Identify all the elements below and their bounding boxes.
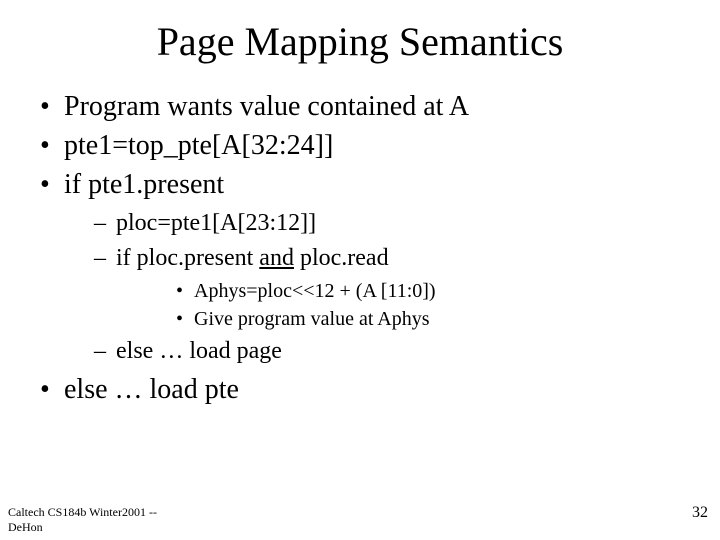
bullet-text-underline: and xyxy=(259,245,294,271)
slide: Page Mapping Semantics Program wants val… xyxy=(0,0,720,540)
bullet-l1: pte1=top_pte[A[32:24]] xyxy=(36,128,684,163)
bullet-l2: else … load page xyxy=(64,336,684,367)
bullet-text: if pte1.present xyxy=(64,169,224,200)
bullet-l3: Give program value at Aphys xyxy=(116,306,684,332)
bullet-l1: if pte1.present ploc=pte1[A[23:12]] if p… xyxy=(36,167,684,368)
bullet-l1: Program wants value contained at A xyxy=(36,89,684,124)
footer-line: Caltech CS184b Winter2001 -- xyxy=(8,505,157,519)
bullet-l2: ploc=pte1[A[23:12]] xyxy=(64,208,684,239)
bullet-l3: Aphys=ploc<<12 + (A [11:0]) xyxy=(116,278,684,304)
bullet-text: if ploc.present xyxy=(116,245,259,271)
bullet-sublist: ploc=pte1[A[23:12]] if ploc.present and … xyxy=(64,208,684,368)
footer-left: Caltech CS184b Winter2001 -- DeHon xyxy=(8,505,157,534)
slide-number: 32 xyxy=(692,504,708,522)
bullet-text: ploc.read xyxy=(294,245,389,271)
bullet-l2: if ploc.present and ploc.read Aphys=ploc… xyxy=(64,243,684,332)
bullet-list: Program wants value contained at A pte1=… xyxy=(36,89,684,407)
slide-title: Page Mapping Semantics xyxy=(36,18,684,65)
bullet-subsublist: Aphys=ploc<<12 + (A [11:0]) Give program… xyxy=(116,278,684,332)
bullet-l1: else … load pte xyxy=(36,372,684,407)
footer-line: DeHon xyxy=(8,520,43,534)
